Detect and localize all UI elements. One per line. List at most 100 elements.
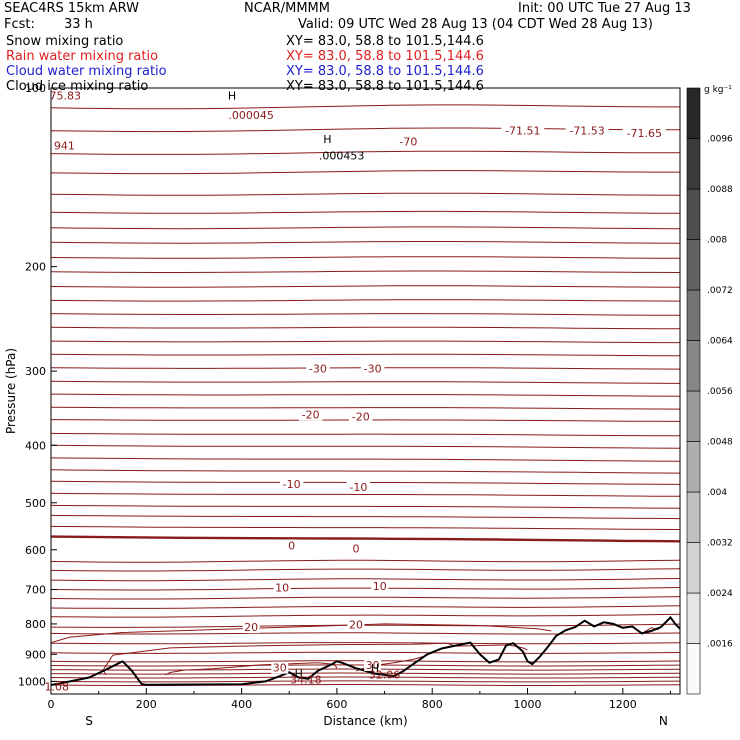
colorbar-tick-label: .0032 xyxy=(707,539,733,549)
contour-label: -10 xyxy=(283,478,301,491)
field-xy-snow: XY= 83.0, 58.8 to 101.5,144.6 xyxy=(286,34,484,49)
isotherm-line xyxy=(51,514,680,520)
contour-label-bg xyxy=(565,124,609,137)
x-axis-label: Distance (km) xyxy=(323,714,407,728)
y-axis-label: Pressure (hPa) xyxy=(4,348,18,434)
contour-label-layer: -70 -30 -30 -20 -20 -10 -10 0 0 10 10 20 20 30 30 -71.5… xyxy=(242,124,666,675)
isotherm-line xyxy=(51,406,680,410)
isotherm-line xyxy=(51,568,680,572)
isotherm-line xyxy=(51,241,680,244)
contour-label: -71.53 xyxy=(569,125,604,138)
contour-label-bg xyxy=(346,480,371,493)
field-xy-rain: XY= 83.0, 58.8 to 101.5,144.6 xyxy=(286,49,484,64)
contour-label: -20 xyxy=(352,411,370,424)
colorbar-box xyxy=(686,441,701,493)
isotherm-line xyxy=(51,326,680,330)
isotherm-line xyxy=(51,353,680,357)
colorbar-unit: g kg⁻¹ xyxy=(704,85,732,95)
isotherm-line xyxy=(51,469,680,474)
isotherm-line xyxy=(51,340,680,344)
x-tick-label: 1200 xyxy=(609,698,637,711)
contour-label-bg xyxy=(348,410,373,423)
x-endpoint-right: N xyxy=(659,714,668,728)
colorbar-tick-label: .0016 xyxy=(707,640,733,650)
isotherm-line xyxy=(51,444,680,449)
contour-label: 10 xyxy=(373,580,387,593)
isotherm-line xyxy=(51,380,680,384)
colorbar-box xyxy=(686,289,701,341)
plot-frame xyxy=(50,87,681,695)
x-tick-label: 800 xyxy=(422,698,443,711)
contour-label-bg xyxy=(306,362,330,375)
colorbar-box xyxy=(686,87,701,139)
y-tick-label: 700 xyxy=(25,584,46,597)
contour-label: -71.65 xyxy=(627,127,662,140)
isotherm-line xyxy=(51,672,680,675)
isotherm-line xyxy=(51,559,680,563)
field-xy-cloud-water: XY= 83.0, 58.8 to 101.5,144.6 xyxy=(286,64,484,79)
colorbar-tick-label: .0056 xyxy=(707,387,733,397)
colorbar-tick-label: .0088 xyxy=(707,185,733,195)
isotherm-line xyxy=(51,623,680,628)
isotherm-line xyxy=(51,170,680,175)
isotherm-line xyxy=(51,596,680,600)
isotherm-line xyxy=(51,676,680,679)
y-tick-label: 300 xyxy=(25,365,46,378)
annotation-label: H xyxy=(295,668,303,681)
colorbar-tick-label: .0072 xyxy=(707,286,733,296)
warm-contour-line xyxy=(51,623,552,644)
contour-label-bg xyxy=(350,542,362,555)
warm-contour-line xyxy=(102,642,528,676)
terrain-line xyxy=(50,615,681,686)
colorbar-tick-label: .0096 xyxy=(707,135,733,145)
valid-time: Valid: 09 UTC Wed 28 Aug 13 (04 CDT Wed … xyxy=(298,17,653,32)
annotation-label: 75.83 xyxy=(50,90,82,103)
isotherm-line xyxy=(51,504,680,509)
y-tick-label: 200 xyxy=(25,261,46,274)
colorbar-box xyxy=(686,239,701,291)
isotherm-line xyxy=(51,150,680,155)
colorbar-tick-label: .0024 xyxy=(707,589,733,599)
x-tick-label: 0 xyxy=(48,698,55,711)
colorbar-box xyxy=(686,188,701,240)
contour-label: -30 xyxy=(364,363,382,376)
contour-label: 0 xyxy=(352,542,359,555)
colorbar-box xyxy=(686,542,701,594)
field-name-cloud-water: Cloud water mixing ratio xyxy=(6,64,167,79)
contour-label: 30 xyxy=(273,662,287,675)
fcst-label: Fcst: xyxy=(4,17,35,32)
isotherm-line xyxy=(51,457,680,462)
isotherm-line xyxy=(51,578,680,582)
contour-label: -10 xyxy=(349,481,367,494)
isotherm-line xyxy=(51,651,680,654)
colorbar-tick-label: .008 xyxy=(707,236,727,246)
field-xy-cloud-ice: XY= 83.0, 58.8 to 101.5,144.6 xyxy=(286,79,484,94)
contour-label: -70 xyxy=(399,135,417,148)
isotherm-line xyxy=(51,270,680,273)
colorbar-box xyxy=(686,592,701,644)
x-tick-label: 400 xyxy=(231,698,252,711)
model-title: SEAC4RS 15km ARW xyxy=(4,1,140,16)
contour-label-bg xyxy=(271,661,289,674)
colorbar-tick-label: .0064 xyxy=(707,337,733,347)
contour-label: -20 xyxy=(302,409,320,422)
y-tick-label: 100 xyxy=(25,82,46,95)
colorbar-box xyxy=(686,390,701,442)
annotation-label: H xyxy=(371,662,379,675)
field-name-rain: Rain water mixing ratio xyxy=(6,49,159,64)
isotherm-line xyxy=(51,393,680,397)
field-name-snow: Snow mixing ratio xyxy=(6,34,124,49)
contour-label: 20 xyxy=(349,619,363,632)
annotation-label: .000453 xyxy=(319,150,365,163)
x-tick-label: 200 xyxy=(136,698,157,711)
contour-label-bg xyxy=(396,135,421,148)
isotherm-line xyxy=(51,226,680,230)
isotherm-line xyxy=(51,492,680,497)
init-time: Init: 00 UTC Tue 27 Aug 13 xyxy=(518,1,691,16)
contour-label-bg xyxy=(364,658,382,671)
colorbar-box xyxy=(686,643,701,695)
isotherm-line xyxy=(51,256,680,259)
annotation-label: .000045 xyxy=(228,109,274,122)
y-tick-label: 900 xyxy=(25,648,46,661)
